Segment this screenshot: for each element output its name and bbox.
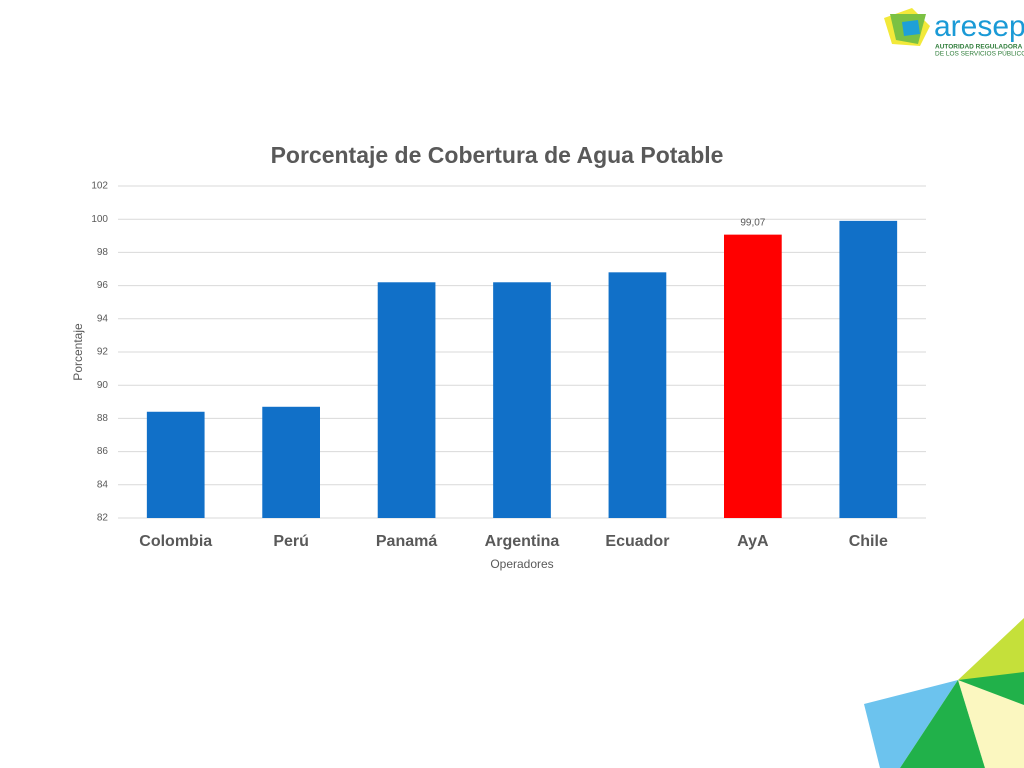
logo-tagline: DE LOS SERVICIOS PÚBLICOS	[935, 49, 1024, 58]
x-axis-label: Operadores	[490, 557, 553, 571]
logo: aresep AUTORIDAD REGULADORA DE LOS SERVI…	[884, 8, 1024, 58]
y-tick-label: 86	[97, 446, 109, 457]
data-label: 99,07	[740, 217, 765, 228]
x-tick-label: AyA	[737, 533, 769, 550]
y-tick-label: 92	[97, 347, 109, 358]
deco-shape	[958, 618, 1024, 680]
bar	[839, 220, 898, 519]
bar	[724, 234, 782, 518]
x-tick-label: Argentina	[485, 533, 560, 550]
x-tick-label: Panamá	[376, 533, 437, 550]
y-tick-label: 96	[97, 280, 109, 291]
logo-shape	[902, 20, 920, 36]
y-axis-label: Porcentaje	[71, 323, 85, 381]
y-tick-label: 94	[97, 313, 109, 324]
x-tick-label: Perú	[273, 533, 309, 550]
deco-shape	[864, 680, 958, 768]
y-tick-label: 82	[97, 513, 109, 524]
y-tick-label: 100	[91, 214, 108, 225]
y-tick-label: 98	[97, 247, 109, 258]
x-tick-label: Chile	[849, 533, 888, 550]
deco-shape	[958, 680, 1024, 768]
x-tick-label: Ecuador	[605, 533, 669, 550]
bar	[146, 411, 205, 518]
deco-shape	[900, 680, 985, 768]
bar	[377, 282, 436, 518]
y-tick-label: 102	[91, 181, 108, 192]
bar	[608, 272, 667, 518]
decoration	[864, 618, 1024, 768]
y-tick-label: 84	[97, 479, 109, 490]
bar	[493, 282, 551, 518]
x-tick-label: Colombia	[139, 533, 212, 550]
bar	[262, 406, 320, 518]
logo-name: aresep	[934, 10, 1024, 43]
y-tick-label: 90	[97, 380, 109, 391]
chart-title: Porcentaje de Cobertura de Agua Potable	[271, 142, 724, 168]
logo-tagline: AUTORIDAD REGULADORA	[935, 44, 1023, 51]
y-tick-label: 88	[97, 413, 109, 424]
